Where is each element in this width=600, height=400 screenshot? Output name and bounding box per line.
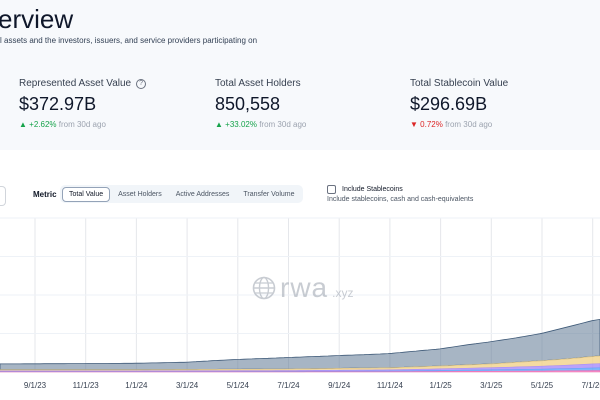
x-tick-label: 9/1/24 xyxy=(328,381,351,390)
stat-change: +2.62% xyxy=(29,120,57,129)
x-tick-label: 7/1/24 xyxy=(277,381,300,390)
x-tick-label: 5/1/25 xyxy=(531,381,554,390)
triangle-up-icon: ▲ xyxy=(19,120,27,129)
page-title: erview xyxy=(0,4,74,34)
area-series-main xyxy=(0,318,600,371)
triangle-up-icon: ▲ xyxy=(215,120,223,129)
x-tick-label: 7/1/25 xyxy=(582,381,600,390)
tab-total-value[interactable]: Total Value xyxy=(62,186,111,202)
rwa-watermark: rwa .xyz xyxy=(252,272,353,304)
stat-change: +33.02% xyxy=(225,120,257,129)
include-stablecoins-help: Include stablecoins, cash and cash-equiv… xyxy=(327,196,474,203)
triangle-down-icon: ▼ xyxy=(410,120,418,129)
stat-value: 850,558 xyxy=(215,94,281,114)
include-stablecoins-toggle[interactable]: Include Stablecoins xyxy=(327,185,403,194)
stat-label: Total Stablecoin Value xyxy=(410,78,509,89)
stat-value: $296.69B xyxy=(410,94,488,114)
stat-period: from 30d ago xyxy=(58,120,106,129)
stat-value: $372.97B xyxy=(19,94,97,114)
overview-header: erview l assets and the investors, issue… xyxy=(0,0,600,150)
metric-tabs: Total Value Asset Holders Active Address… xyxy=(60,185,303,203)
metric-label: Metric xyxy=(33,190,57,199)
x-tick-label: 1/1/25 xyxy=(429,381,452,390)
include-stablecoins-checkbox[interactable] xyxy=(327,185,336,194)
tab-transfer-volume[interactable]: Transfer Volume xyxy=(243,190,295,198)
stat-period: from 30d ago xyxy=(445,120,493,129)
stat-label: Total Asset Holders xyxy=(215,78,301,89)
page-subtitle: l assets and the investors, issuers, and… xyxy=(0,36,258,45)
stat-change: 0.72% xyxy=(420,120,443,129)
stat-total-asset-holders: Total Asset Holders 850,558 ▲ +33.02% fr… xyxy=(215,78,306,129)
tab-active-addresses[interactable]: Active Addresses xyxy=(175,190,230,198)
x-tick-label: 1/1/24 xyxy=(125,381,148,390)
x-tick-label: 11/1/23 xyxy=(73,381,100,390)
include-stablecoins-label: Include Stablecoins xyxy=(342,186,403,193)
stat-period: from 30d ago xyxy=(259,120,307,129)
x-tick-label: 9/1/23 xyxy=(24,381,47,390)
x-tick-label: 3/1/24 xyxy=(176,381,199,390)
tab-asset-holders[interactable]: Asset Holders xyxy=(118,190,162,198)
total-value-area-chart: 9/1/23 11/1/23 1/1/24 3/1/24 5/1/24 7/1/24 9/1… xyxy=(0,217,600,390)
area-series-pink xyxy=(0,370,600,373)
stat-represented-asset-value: Represented Asset Value ? $372.97B ▲ +2.… xyxy=(19,78,147,129)
x-tick-label: 5/1/24 xyxy=(227,381,250,390)
watermark-tld: .xyz xyxy=(332,286,354,300)
x-tick-label: 11/1/24 xyxy=(377,381,404,390)
x-tick-label: 3/1/25 xyxy=(480,381,503,390)
watermark-text: rwa xyxy=(280,272,329,303)
stat-label: Represented Asset Value xyxy=(19,78,132,89)
time-range-selector[interactable] xyxy=(0,186,6,206)
info-icon[interactable]: ? xyxy=(136,78,147,89)
stat-total-stablecoin-value: Total Stablecoin Value $296.69B ▼ 0.72% … xyxy=(410,78,508,129)
globe-icon xyxy=(252,276,276,300)
